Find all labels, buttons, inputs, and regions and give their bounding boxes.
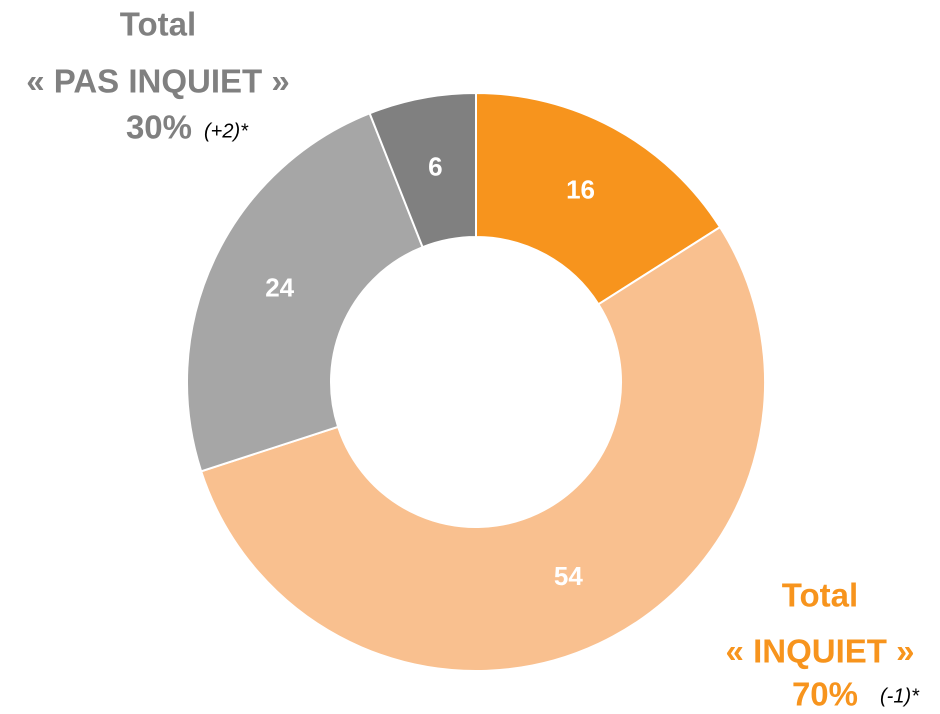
data-label: 54 (554, 561, 583, 591)
annotation-change: (-1)* (880, 685, 920, 707)
data-label: 6 (428, 152, 442, 182)
annotation-title: Total (782, 577, 858, 614)
annotation-title: Total (120, 6, 196, 43)
slice (368, 91, 477, 249)
annotation-total: 30% (126, 109, 192, 146)
slice (475, 91, 722, 306)
annotation-total: 70% (792, 676, 858, 713)
data-label: 24 (265, 272, 294, 302)
data-label: 16 (566, 175, 595, 205)
slice (199, 225, 766, 672)
annotation-label: « PAS INQUIET » (26, 63, 289, 100)
annotation: Total « PAS INQUIET » 30% (+2)* (26, 6, 289, 146)
annotation-label: « INQUIET » (726, 633, 915, 670)
slice (186, 111, 424, 473)
annotation-change: (+2)* (204, 120, 249, 142)
annotation: Total « INQUIET » 70% (-1)* (726, 577, 921, 713)
